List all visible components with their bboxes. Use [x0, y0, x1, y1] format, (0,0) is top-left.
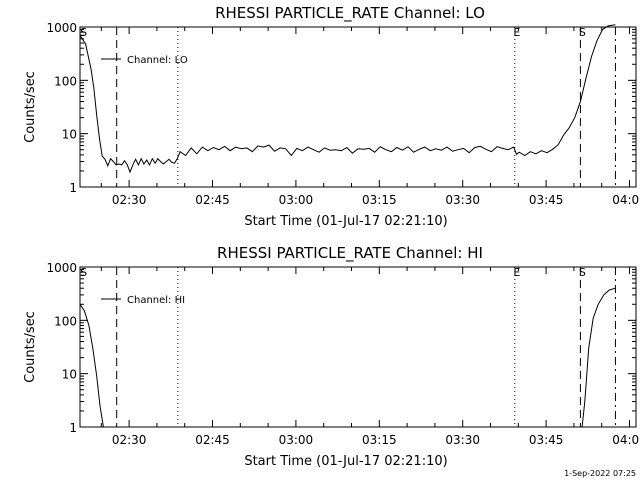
panel-hi-y-axis: 1 10 100 1000 — [46, 261, 636, 435]
panel-lo-x-tick-label: 03:45 — [529, 193, 564, 207]
panel-hi: RHESSI PARTICLE_RATE Channel: HI 02:30 02… — [23, 244, 640, 469]
panel-lo-legend-label: Channel: LO — [127, 55, 188, 66]
panel-hi-y-tick-label: 10 — [62, 368, 77, 382]
panel-hi-x-tick-label: 03:30 — [445, 433, 480, 447]
panel-hi-legend: Channel: HI — [101, 295, 185, 306]
panel-lo-title: RHESSI PARTICLE_RATE Channel: LO — [215, 4, 485, 23]
footer-timestamp: 1-Sep-2022 07:25 — [564, 469, 636, 478]
panel-hi-x-tick-label: 03:15 — [362, 433, 397, 447]
panel-lo-series-line — [79, 24, 616, 174]
panel-hi-x-axis: 02:30 02:45 03:00 03:15 03:30 03:45 04:00 — [100, 267, 640, 447]
panel-hi-x-tick-label: 02:30 — [112, 433, 147, 447]
panel-lo-y-axis: 1 10 100 1000 — [46, 21, 636, 195]
panel-lo-plot-frame — [79, 26, 637, 188]
panel-lo-legend: Channel: LO — [101, 55, 188, 66]
panel-hi-y-axis-label: Counts/sec — [23, 311, 38, 383]
panel-hi-x-tick-label: 04:00 — [612, 433, 640, 447]
panel-hi-marker-label: S — [579, 266, 586, 279]
panel-hi-title: RHESSI PARTICLE_RATE Channel: HI — [217, 244, 483, 263]
panel-hi-x-tick-label: 03:45 — [529, 433, 564, 447]
panel-lo: RHESSI PARTICLE_RATE Channel: LO 02:30 02… — [23, 4, 640, 229]
panel-hi-x-axis-label: Start Time (01-Jul-17 02:21:10) — [244, 454, 447, 469]
panel-hi-series — [79, 287, 616, 428]
panel-lo-marker-label: E — [513, 26, 520, 39]
panel-lo-x-axis: 02:30 02:45 03:00 03:15 03:30 03:45 04:00 — [100, 27, 640, 207]
panel-hi-x-tick-label: 02:45 — [195, 433, 230, 447]
panel-lo-x-tick-label: 02:30 — [112, 193, 147, 207]
panel-lo-x-tick-label: 03:30 — [445, 193, 480, 207]
panel-lo-y-tick-label: 100 — [54, 74, 77, 88]
panel-hi-marker-label: S — [80, 266, 87, 279]
panel-lo-marker-label: S — [579, 26, 586, 39]
panel-lo-series — [79, 24, 616, 174]
panel-lo-y-tick-label: 1000 — [46, 21, 77, 35]
panel-hi-legend-label: Channel: HI — [127, 295, 185, 306]
panel-hi-y-tick-label: 1000 — [46, 261, 77, 275]
panel-lo-y-tick-label: 1 — [69, 181, 77, 195]
panel-hi-y-tick-label: 100 — [54, 314, 77, 328]
panel-hi-marker-label: E — [513, 266, 520, 279]
panel-hi-x-tick-label: 03:00 — [279, 433, 314, 447]
panel-lo-x-axis-label: Start Time (01-Jul-17 02:21:10) — [244, 214, 447, 229]
panel-hi-plot-frame — [79, 266, 637, 428]
panel-lo-y-tick-label: 10 — [62, 128, 77, 142]
panel-lo-x-tick-label: 04:00 — [612, 193, 640, 207]
panel-lo-x-tick-label: 03:15 — [362, 193, 397, 207]
panel-hi-series-line — [79, 287, 616, 428]
panel-lo-y-axis-label: Counts/sec — [23, 71, 38, 143]
panel-lo-marker-label: S — [80, 26, 87, 39]
panel-lo-x-tick-label: 02:45 — [195, 193, 230, 207]
panel-lo-x-tick-label: 03:00 — [279, 193, 314, 207]
panel-hi-y-tick-label: 1 — [69, 421, 77, 435]
